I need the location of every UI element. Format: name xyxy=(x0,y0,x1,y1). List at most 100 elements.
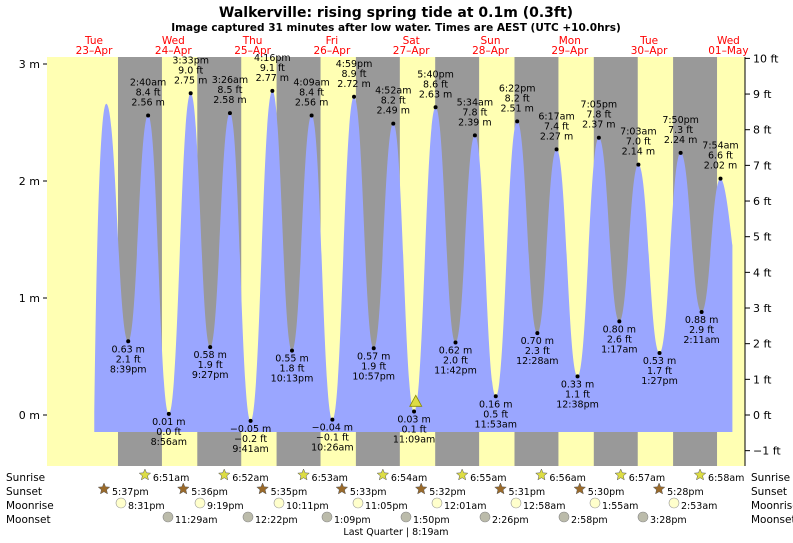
moonset-time: 3:28pm xyxy=(650,515,687,526)
high-tide-label: 2.77 m xyxy=(256,73,289,84)
sunset-time: 5:30pm xyxy=(588,487,625,498)
moonset-icon xyxy=(479,511,491,523)
low-tide-label: 0.0 ft xyxy=(156,427,181,438)
moonrise-time: 2:53am xyxy=(681,501,717,512)
tide-curve xyxy=(94,90,733,432)
high-tide-point xyxy=(270,88,275,93)
right-axis-tick-label: 10 ft xyxy=(753,52,779,65)
low-tide-label: 9:41am xyxy=(232,444,268,455)
moonset-row-label-left: Moonset xyxy=(6,514,51,526)
low-tide-label: 12:38pm xyxy=(556,399,599,410)
low-tide-label: 2.3 ft xyxy=(525,346,550,357)
day-of-week-label: Wed xyxy=(717,35,740,47)
sunset-star-icon xyxy=(573,482,587,495)
sunrise-row-label-right: Sunrise xyxy=(751,472,790,484)
high-tide-label: 7:54am xyxy=(702,141,738,152)
sunset-row-label-right: Sunset xyxy=(751,486,787,498)
moonset-time: 2:26pm xyxy=(492,515,529,526)
sunset-star-icon xyxy=(335,482,349,495)
low-tide-label: 2:11am xyxy=(683,335,719,346)
moonrise-time: 12:01am xyxy=(444,501,486,512)
sunrise-time: 6:58am xyxy=(708,473,744,484)
high-tide-label: 2.63 m xyxy=(419,89,452,100)
high-tide-label: 2.56 m xyxy=(131,97,164,108)
right-axis-tick-label: 2 ft xyxy=(753,338,772,351)
high-tide-point xyxy=(515,119,520,124)
high-tide-label: 7:50pm xyxy=(662,115,699,126)
moonset-icon xyxy=(637,511,649,523)
low-tide-label: 9:27pm xyxy=(192,370,229,381)
tide-area xyxy=(94,90,733,432)
low-tide-label: 1.8 ft xyxy=(279,364,304,375)
low-tide-label: 11:53am xyxy=(475,419,517,430)
moonrise-time: 10:11pm xyxy=(286,501,329,512)
moonrise-time: 9:19pm xyxy=(207,501,244,512)
sunrise-time: 6:57am xyxy=(629,473,665,484)
low-tide-label: 0.5 ft xyxy=(483,409,508,420)
low-tide-label: 1.7 ft xyxy=(647,366,672,377)
moonset-icon xyxy=(558,511,570,523)
high-tide-label: 8.6 ft xyxy=(423,79,448,90)
low-tide-point xyxy=(371,346,376,351)
high-tide-point xyxy=(472,133,477,138)
right-axis-tick-label: 3 ft xyxy=(753,302,772,315)
sunrise-star-icon xyxy=(297,468,310,481)
high-tide-label: 8.2 ft xyxy=(381,96,406,107)
high-tide-label: 2.49 m xyxy=(377,106,410,117)
low-tide-label: 8:39pm xyxy=(110,364,147,375)
high-tide-point xyxy=(554,147,559,152)
high-tide-label: 7.8 ft xyxy=(462,107,487,118)
right-axis-tick-label: 4 ft xyxy=(753,266,772,279)
high-tide-point xyxy=(678,150,683,155)
high-tide-label: 8.9 ft xyxy=(342,69,367,80)
moonrise-row-label-right: Moonrise xyxy=(751,500,793,512)
sunrise-star-icon xyxy=(217,468,231,481)
low-tide-label: 11:09am xyxy=(393,434,435,445)
sunset-star-icon xyxy=(494,482,507,495)
low-tide-point xyxy=(699,310,704,315)
moonset-row-label-right: Moonset xyxy=(751,514,793,526)
moonrise-icon xyxy=(668,497,680,509)
moonrise-time: 11:05pm xyxy=(365,501,408,512)
left-axis-tick-label: 0 m xyxy=(19,409,40,422)
moonset-time: 1:09pm xyxy=(334,515,371,526)
low-tide-label: 0.33 m xyxy=(561,379,594,390)
low-tide-point xyxy=(493,394,498,399)
low-tide-label: 1.9 ft xyxy=(361,361,386,372)
low-tide-point xyxy=(412,409,417,414)
sunrise-star-icon xyxy=(376,468,390,481)
high-tide-point xyxy=(433,105,438,110)
sunrise-time: 6:55am xyxy=(470,473,506,484)
moonrise-icon xyxy=(510,497,522,509)
sunrise-row-label-left: Sunrise xyxy=(6,472,45,484)
high-tide-label: 3:26am xyxy=(212,75,248,86)
high-tide-point xyxy=(227,111,232,116)
low-tide-label: 0.63 m xyxy=(112,344,145,355)
high-tide-label: 8.2 ft xyxy=(505,93,530,104)
date-label: 24–Apr xyxy=(155,45,192,57)
high-tide-label: 2.27 m xyxy=(540,131,573,142)
high-tide-label: 8.4 ft xyxy=(299,87,324,98)
high-tide-label: 9.1 ft xyxy=(260,63,285,74)
low-tide-label: −0.04 m xyxy=(312,423,353,434)
moonrise-icon xyxy=(589,497,601,509)
high-tide-point xyxy=(309,113,314,118)
left-axis-tick-label: 1 m xyxy=(19,292,40,305)
sunset-star-icon xyxy=(256,482,269,495)
moonrise-icon xyxy=(194,497,206,509)
low-tide-point xyxy=(575,374,580,379)
moon-phase-label: Last Quarter | 8:19am xyxy=(343,527,448,538)
high-tide-label: 3:33pm xyxy=(172,55,209,66)
high-tide-label: 4:16pm xyxy=(254,53,291,64)
sunset-time: 5:35pm xyxy=(271,487,308,498)
astro-rows: Sunrise Sunrise Sunset Sunset Moonrise Moonri… xyxy=(6,468,793,526)
low-tide-label: 2.9 ft xyxy=(689,325,714,336)
sunrise-time: 6:56am xyxy=(549,473,585,484)
moonrise-time: 12:58am xyxy=(523,501,565,512)
date-label: 30–Apr xyxy=(631,45,668,57)
high-tide-point xyxy=(352,94,357,99)
low-tide-label: 0.16 m xyxy=(479,399,512,410)
right-axis-tick-label: 9 ft xyxy=(753,88,772,101)
left-axis-tick-label: 2 m xyxy=(19,175,40,188)
low-tide-label: 1:17am xyxy=(601,344,637,355)
